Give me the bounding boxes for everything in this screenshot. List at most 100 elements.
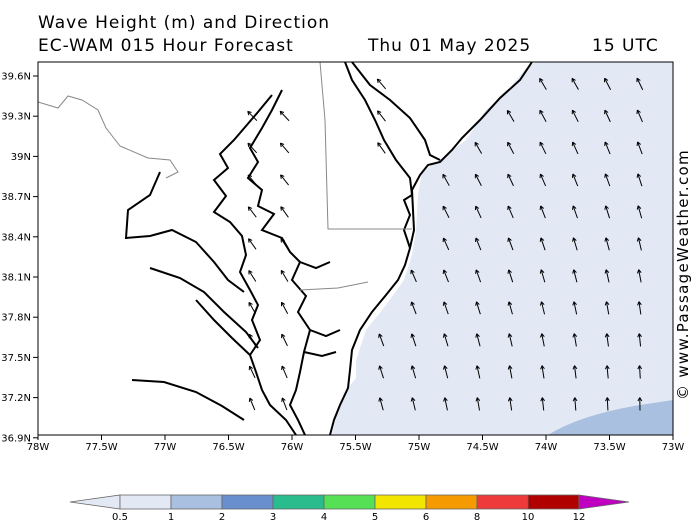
wave-arrow xyxy=(637,301,642,315)
wave-arrow xyxy=(539,269,546,283)
wave-arrow xyxy=(604,365,610,379)
wave-arrow xyxy=(636,141,643,155)
lat-tick-label: 38.7N xyxy=(1,192,31,203)
legend-label: 0.5 xyxy=(112,512,128,523)
wave-arrow xyxy=(539,77,547,90)
wave-arrow xyxy=(474,205,482,219)
wave-arrow xyxy=(637,333,642,347)
wave-arrow xyxy=(280,174,290,186)
wave-arrow xyxy=(507,205,514,219)
wave-arrow xyxy=(571,173,579,187)
lat-tick-label: 39.3N xyxy=(1,112,31,123)
wave-arrow xyxy=(442,333,449,347)
state-borders xyxy=(38,62,412,291)
lat-tick-label: 38.1N xyxy=(1,273,31,284)
lon-tick-label: 77W xyxy=(154,442,177,453)
lon-tick-label: 76W xyxy=(281,442,304,453)
wave-arrow xyxy=(442,269,449,283)
wave-arrow xyxy=(475,333,481,347)
wave-arrow xyxy=(376,78,387,90)
wave-arrow xyxy=(571,77,579,90)
legend-label: 6 xyxy=(423,512,429,523)
wave-arrow xyxy=(247,206,257,218)
longitude-axis: 78W 77.5W 77W 76.5W 76W 75.5W 75W 74.5W 74W 73.5W… xyxy=(27,435,685,453)
wave-arrow xyxy=(247,110,258,121)
lon-tick-label: 73.5W xyxy=(593,442,625,453)
wave-arrow xyxy=(539,301,546,315)
wave-arrow xyxy=(636,205,643,219)
wave-arrow xyxy=(605,397,610,411)
wave-arrow xyxy=(571,141,579,155)
wave-arrow xyxy=(475,269,482,283)
wave-arrow xyxy=(636,77,644,91)
wave-arrow xyxy=(604,141,611,155)
legend-swatch xyxy=(221,494,274,510)
wave-arrow xyxy=(475,301,481,315)
lat-tick-label: 39.6N xyxy=(1,72,31,83)
wave-arrow xyxy=(377,142,386,154)
lon-tick-label: 73W xyxy=(662,442,685,453)
legend-swatch xyxy=(476,494,529,510)
wave-arrow xyxy=(247,142,258,154)
wave-arrow xyxy=(475,397,481,411)
wave-arrow xyxy=(604,301,610,315)
lon-tick-label: 74W xyxy=(535,442,558,453)
lon-tick-label: 76.5W xyxy=(212,442,244,453)
legend-swatch xyxy=(527,494,580,510)
potomac-river xyxy=(124,171,259,421)
wave-arrow xyxy=(248,270,257,282)
wave-arrow xyxy=(540,365,545,379)
wave-arrow xyxy=(507,333,513,347)
wave-arrow xyxy=(281,333,288,347)
wave-arrow xyxy=(248,397,256,411)
lat-tick-label: 37.2N xyxy=(1,393,31,404)
wave-arrow xyxy=(507,397,513,411)
wave-arrow xyxy=(507,173,514,187)
coastline xyxy=(329,62,533,435)
wave-arrow xyxy=(572,269,578,283)
wave-arrow xyxy=(281,365,288,379)
wave-arrow xyxy=(280,269,289,282)
wave-arrow xyxy=(410,397,416,411)
wave-arrow xyxy=(280,206,289,218)
wave-arrow xyxy=(410,269,417,283)
wave-arrow xyxy=(474,141,483,154)
wave-arrow xyxy=(637,365,643,379)
wave-arrow xyxy=(636,269,642,283)
legend-high-cap xyxy=(578,494,630,510)
wave-arrow xyxy=(539,109,547,122)
wave-arrow xyxy=(637,397,643,411)
wave-arrow xyxy=(442,173,450,186)
wave-arrow xyxy=(572,333,578,347)
wave-arrow xyxy=(539,237,546,251)
lat-tick-label: 38.4N xyxy=(1,232,31,243)
wave-arrow xyxy=(507,141,515,154)
wave-arrow xyxy=(247,174,257,186)
wave-arrow xyxy=(378,365,384,379)
wave-arrow xyxy=(604,77,612,91)
lon-tick-label: 74.5W xyxy=(466,442,498,453)
wave-arrow xyxy=(507,269,514,283)
wave-arrow xyxy=(572,237,578,251)
wave-arrow xyxy=(442,301,449,315)
lat-tick-label: 39N xyxy=(11,152,31,163)
wave-arrow xyxy=(539,173,547,187)
wave-arrow xyxy=(572,397,578,411)
wave-arrow xyxy=(248,365,256,379)
lat-tick-label: 36.9N xyxy=(1,433,31,444)
wave-arrow xyxy=(378,397,384,411)
wave-arrow xyxy=(280,301,289,314)
wave-direction-arrows xyxy=(247,77,644,411)
wave-arrow xyxy=(507,301,513,315)
wave-arrow xyxy=(410,333,417,347)
wave-arrow xyxy=(279,110,290,122)
chesapeake-east-shore xyxy=(246,89,312,435)
legend-low-cap xyxy=(69,494,121,510)
legend-label: 5 xyxy=(372,512,378,523)
lat-tick-label: 37.8N xyxy=(1,313,31,324)
wave-arrow xyxy=(539,205,546,219)
legend-swatch xyxy=(119,494,172,510)
wave-arrow xyxy=(571,109,579,123)
chesapeake-west-shore xyxy=(212,94,297,435)
